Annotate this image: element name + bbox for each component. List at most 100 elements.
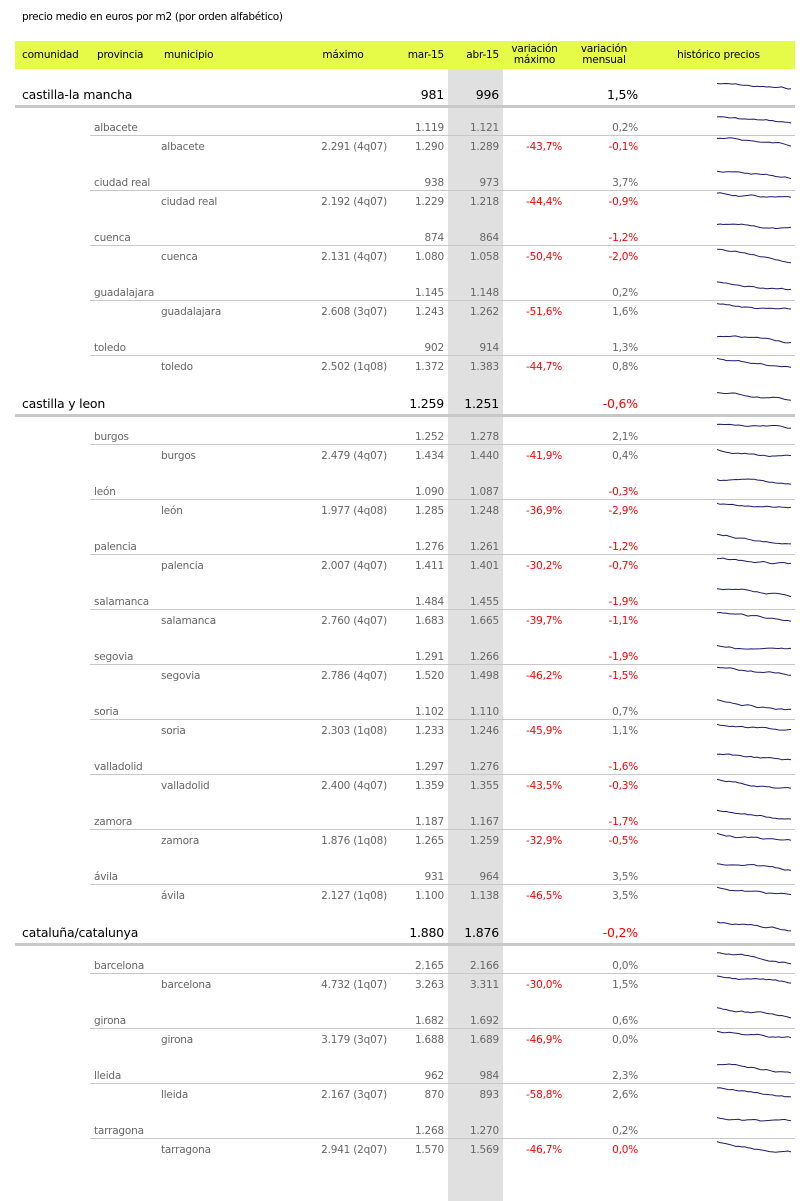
historico-cell (642, 415, 795, 445)
var-mensual: -1,1% (608, 615, 639, 627)
municipio-row: soria 2.303 (1q08) 1.233 1.246 -45,9% 1,1% (15, 719, 795, 742)
maximo-value: 1.876 (1q08) (321, 835, 387, 847)
var-mensual: 2,3% (566, 1051, 642, 1084)
historico-cell (642, 69, 795, 108)
sparkline (717, 357, 791, 368)
mar-value: 1.688 (414, 1034, 444, 1046)
province-name: león (90, 467, 391, 500)
var-mensual: 1,3% (566, 323, 642, 356)
mar-value: 1.297 (391, 742, 448, 775)
abr-value: 1.218 (448, 190, 503, 213)
mar-value: 1.243 (414, 306, 444, 318)
abr-value: 1.148 (448, 268, 503, 301)
municipio-row: guadalajara 2.608 (3q07) 1.243 1.262 -51,6% 1… (15, 300, 795, 323)
province-row: valladolid 1.297 1.276 -1,6% (15, 742, 795, 775)
municipio-row: zamora 1.876 (1q08) 1.265 1.259 -32,9% -0,5% (15, 829, 795, 852)
var-mensual: -2,0% (608, 251, 639, 263)
municipio-name: lleida (161, 1089, 189, 1101)
historico-cell (642, 246, 795, 269)
var-mensual: -1,2% (566, 213, 642, 246)
var-mensual: 0,0% (612, 1144, 638, 1156)
abr-value: 1.569 (448, 1138, 503, 1161)
historico-cell (642, 445, 795, 468)
province-row: ciudad real 938 973 3,7% (15, 158, 795, 191)
province-name: toledo (90, 323, 391, 356)
historico-cell (642, 191, 795, 214)
abr-value: 984 (448, 1051, 503, 1084)
municipio-row: lleida 2.167 (3q07) 870 893 -58,8% 2,6% (15, 1083, 795, 1106)
mar-value: 2.165 (391, 944, 448, 974)
municipio-row: salamanca 2.760 (4q07) 1.683 1.665 -39,7% -1,… (15, 609, 795, 632)
sparkline (717, 645, 791, 650)
mar-value: 1.372 (414, 361, 444, 373)
abr-value: 1.261 (448, 522, 503, 555)
province-row: burgos 1.252 1.278 2,1% (15, 415, 795, 445)
mar-value: 1.484 (391, 577, 448, 610)
municipio-row: toledo 2.502 (1q08) 1.372 1.383 -44,7% 0,8% (15, 355, 795, 379)
header-comunidad: comunidad (15, 41, 90, 69)
region-name: castilla y leon (15, 378, 295, 417)
municipio-name: valladolid (161, 780, 210, 792)
maximo-value: 2.007 (4q07) (321, 560, 387, 572)
var-mensual: -1,5% (608, 670, 639, 682)
province-row: barcelona 2.165 2.166 0,0% (15, 944, 795, 974)
header-var-max: variación máximo (503, 41, 566, 69)
var-mensual: 0,2% (566, 1106, 642, 1139)
province-name: salamanca (90, 577, 391, 610)
province-name: burgos (90, 415, 391, 445)
sparkline (717, 666, 791, 676)
var-max: -46,9% (526, 1034, 562, 1046)
mar-value: 1.411 (414, 560, 444, 572)
var-max: -46,7% (526, 1144, 562, 1156)
province-row: soria 1.102 1.110 0,7% (15, 687, 795, 720)
municipio-row: león 1.977 (4q08) 1.285 1.248 -36,9% -2,9% (15, 499, 795, 522)
table-header: comunidad provincia municipio máximo mar… (15, 41, 795, 69)
sparkline (717, 778, 791, 789)
municipio-name: soria (161, 725, 186, 737)
mar-value: 1.683 (414, 615, 444, 627)
historico-cell (642, 522, 795, 555)
filler-row (15, 1161, 795, 1201)
var-mensual: 2,1% (566, 415, 642, 445)
province-name: ávila (90, 852, 391, 885)
var-mensual: 1,6% (612, 306, 638, 318)
maximo-value: 2.479 (4q07) (321, 450, 387, 462)
maximo-value: 2.131 (4q07) (321, 251, 387, 263)
abr-value: 893 (448, 1083, 503, 1106)
abr-value: 1.246 (448, 719, 503, 742)
municipio-name: león (161, 505, 183, 517)
maximo-value: 2.502 (1q08) (321, 361, 387, 373)
maximo-value: 1.977 (4q08) (321, 505, 387, 517)
historico-cell (642, 797, 795, 830)
sparkline (717, 1117, 791, 1122)
abr-value: 1.383 (448, 355, 503, 378)
sparkline (717, 611, 791, 622)
municipio-row: cuenca 2.131 (4q07) 1.080 1.058 -50,4% -2,0% (15, 245, 795, 269)
var-max: -46,2% (526, 670, 562, 682)
mar-value: 1.290 (414, 141, 444, 153)
province-name: ciudad real (90, 158, 391, 191)
maximo-value: 4.732 (1q07) (321, 979, 387, 991)
mar-value: 1.102 (391, 687, 448, 720)
municipio-name: albacete (161, 141, 205, 153)
abr-value: 1.251 (448, 378, 503, 417)
region-row: castilla-la mancha 981 996 1,5% (15, 69, 795, 108)
abr-value: 1.248 (448, 499, 503, 522)
mar-value: 3.263 (414, 979, 444, 991)
historico-cell (642, 1051, 795, 1084)
historico-cell (642, 356, 795, 379)
var-max: -43,7% (526, 141, 562, 153)
sparkline (717, 116, 791, 124)
mar-value: 1.359 (414, 780, 444, 792)
var-mensual: 0,0% (612, 1034, 638, 1046)
mar-value: 1.276 (391, 522, 448, 555)
province-name: lleida (90, 1051, 391, 1084)
abr-value: 1.289 (448, 135, 503, 158)
sparkline (717, 1141, 791, 1153)
historico-cell (642, 687, 795, 720)
abr-value: 864 (448, 213, 503, 246)
mar-value: 1.570 (414, 1144, 444, 1156)
historico-cell (642, 1106, 795, 1139)
province-row: guadalajara 1.145 1.148 0,2% (15, 268, 795, 301)
sparkline (717, 223, 791, 230)
